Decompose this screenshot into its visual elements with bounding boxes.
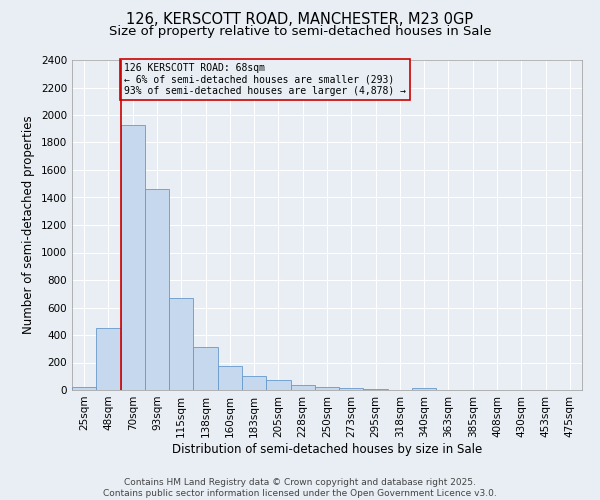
Bar [72,387,96,390]
Bar [169,298,193,390]
Bar [315,386,339,390]
Text: 126, KERSCOTT ROAD, MANCHESTER, M23 0GP: 126, KERSCOTT ROAD, MANCHESTER, M23 0GP [127,12,473,28]
Bar [290,384,315,390]
Bar [242,376,266,390]
Text: Size of property relative to semi-detached houses in Sale: Size of property relative to semi-detach… [109,25,491,38]
Bar [145,189,169,390]
Bar [412,388,436,390]
Bar [218,366,242,390]
X-axis label: Distribution of semi-detached houses by size in Sale: Distribution of semi-detached houses by … [172,442,482,456]
Bar [193,348,218,390]
Bar [266,380,290,390]
Bar [339,388,364,390]
Y-axis label: Number of semi-detached properties: Number of semi-detached properties [22,116,35,334]
Bar [121,124,145,390]
Text: 126 KERSCOTT ROAD: 68sqm
← 6% of semi-detached houses are smaller (293)
93% of s: 126 KERSCOTT ROAD: 68sqm ← 6% of semi-de… [124,62,406,96]
Bar [96,328,121,390]
Text: Contains HM Land Registry data © Crown copyright and database right 2025.
Contai: Contains HM Land Registry data © Crown c… [103,478,497,498]
